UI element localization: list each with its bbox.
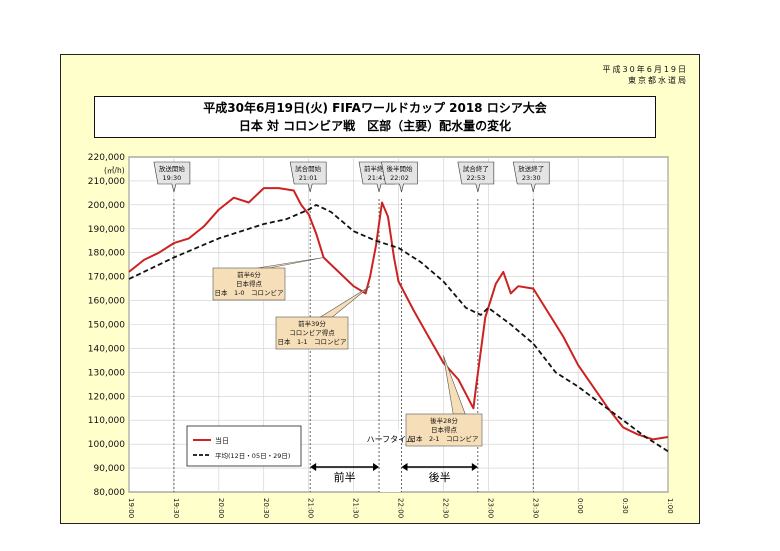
x-tick-label: 23:30 bbox=[531, 498, 539, 518]
goal-callout-box bbox=[212, 267, 286, 301]
x-tick-label: 23:00 bbox=[486, 498, 494, 518]
y-tick-label: 150,000 bbox=[88, 321, 125, 331]
event-time: 19:30 bbox=[163, 174, 182, 182]
event-label: 試合終了 bbox=[463, 164, 489, 173]
goal-line2: 日本得点 bbox=[236, 279, 263, 288]
y-tick-label: 90,000 bbox=[94, 464, 126, 474]
y-tick-label: 110,000 bbox=[88, 416, 125, 426]
header-agency: 東京都水道局 bbox=[628, 76, 688, 85]
legend-box bbox=[186, 425, 302, 467]
event-callout bbox=[153, 161, 191, 193]
event-callout bbox=[289, 161, 327, 193]
event-callout bbox=[381, 161, 418, 193]
goal-callout-box bbox=[275, 316, 349, 350]
goal-line1: 後半28分 bbox=[430, 416, 458, 425]
x-tick-label: 0:00 bbox=[576, 498, 584, 514]
chart-title-box: 平成30年6月19日(火) FIFAワールドカップ 2018 ロシア大会 日本 … bbox=[94, 96, 656, 138]
goal-line1: 前半39分 bbox=[298, 319, 326, 328]
first-half-label: 前半 bbox=[334, 470, 356, 484]
y-tick-label: 100,000 bbox=[88, 440, 125, 450]
header-date: 平成30年6月19日 bbox=[602, 65, 688, 74]
event-time: 22:02 bbox=[390, 174, 409, 182]
y-axis-unit: (㎥/h) bbox=[104, 166, 125, 175]
half-time-label: ハーフタイム bbox=[367, 435, 414, 444]
event-label: 試合開始 bbox=[295, 164, 322, 173]
y-tick-label: 140,000 bbox=[88, 344, 125, 354]
x-tick-label: 19:00 bbox=[127, 498, 135, 518]
event-time: 22:53 bbox=[466, 174, 485, 182]
second-half-arrowhead-left bbox=[401, 463, 408, 471]
event-time: 21:01 bbox=[299, 174, 318, 182]
first-half-arrowhead-left bbox=[310, 463, 317, 471]
x-tick-label: 21:30 bbox=[352, 498, 360, 518]
x-tick-label: 1:00 bbox=[666, 498, 674, 514]
y-tick-label: 160,000 bbox=[88, 297, 125, 307]
series-line-average bbox=[128, 203, 669, 453]
goal-callout-box bbox=[405, 413, 483, 447]
event-time: 21:47 bbox=[368, 174, 387, 182]
second-half-label: 後半 bbox=[429, 470, 451, 484]
x-tick-label: 22:30 bbox=[441, 498, 449, 518]
goal-line3: 日本 1-0 コロンビア bbox=[214, 288, 284, 297]
legend-label-today: 当日 bbox=[215, 436, 229, 445]
legend-label-average: 平均(12日・05日・29日) bbox=[215, 451, 290, 460]
y-tick-label: 210,000 bbox=[88, 177, 125, 187]
series-line-today bbox=[128, 187, 669, 441]
y-tick-label: 120,000 bbox=[88, 392, 125, 402]
goal-line3: 日本 1-1 コロンビア bbox=[277, 337, 347, 346]
second-half-arrowhead-right bbox=[471, 463, 478, 471]
x-tick-label: 0:30 bbox=[621, 498, 629, 514]
x-tick-label: 22:00 bbox=[397, 498, 405, 518]
half-time-box bbox=[380, 430, 401, 492]
y-tick-label: 80,000 bbox=[94, 488, 126, 498]
event-label: 後半開始 bbox=[386, 164, 413, 173]
chart-title-line1: 平成30年6月19日(火) FIFAワールドカップ 2018 ロシア大会 bbox=[203, 101, 547, 115]
x-tick-label: 19:30 bbox=[172, 498, 180, 518]
chart-title-line2: 日本 対 コロンビア戦 区部（主要）配水量の変化 bbox=[238, 119, 512, 133]
y-tick-label: 130,000 bbox=[88, 368, 125, 378]
y-tick-label: 180,000 bbox=[88, 249, 125, 259]
event-label: 放送終了 bbox=[518, 164, 544, 173]
event-label: 放送開始 bbox=[159, 164, 186, 173]
event-time: 23:30 bbox=[522, 174, 541, 182]
first-half-arrowhead-right bbox=[373, 463, 380, 471]
x-tick-label: 21:00 bbox=[307, 498, 315, 518]
goal-line3: 日本 2-1 コロンビア bbox=[409, 434, 479, 443]
y-tick-label: 190,000 bbox=[88, 225, 125, 235]
y-tick-label: 200,000 bbox=[88, 201, 125, 211]
x-tick-label: 20:00 bbox=[217, 498, 225, 518]
y-tick-label: 220,000 bbox=[88, 153, 125, 163]
goal-line1: 前半6分 bbox=[237, 270, 261, 279]
y-tick-label: 170,000 bbox=[88, 273, 125, 283]
x-tick-label: 20:30 bbox=[262, 498, 270, 518]
event-callout bbox=[512, 161, 550, 193]
event-label: 前半終了 bbox=[364, 164, 390, 173]
goal-line2: 日本得点 bbox=[431, 425, 458, 434]
event-callout bbox=[457, 161, 495, 193]
goal-line2: コロンビア得点 bbox=[289, 328, 335, 337]
